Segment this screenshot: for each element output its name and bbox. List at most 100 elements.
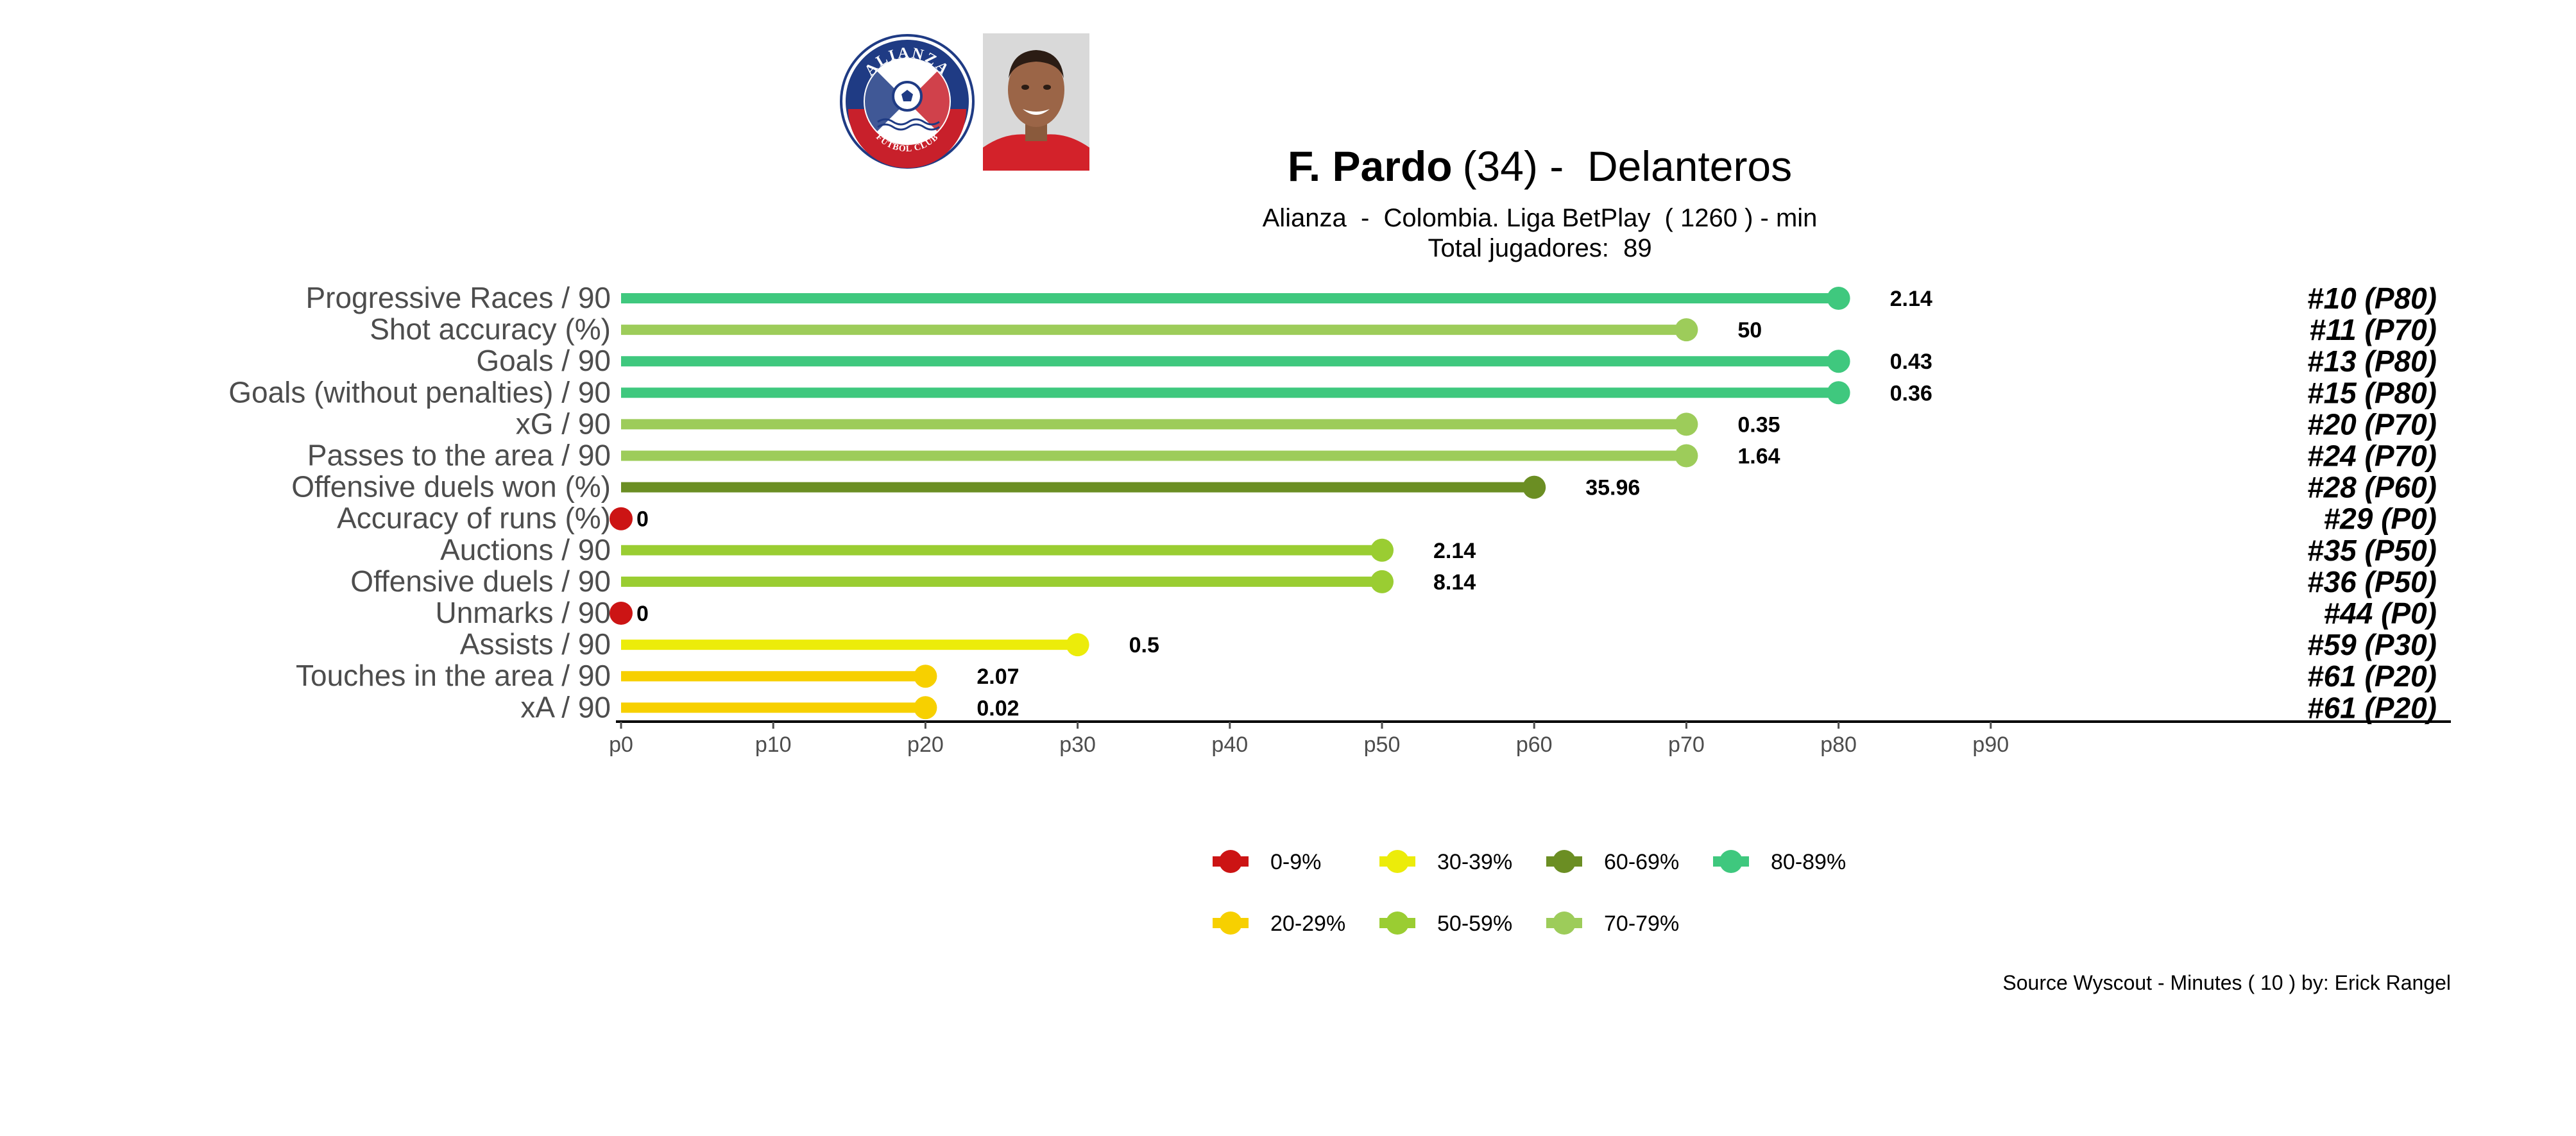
legend-label: 50-59% xyxy=(1437,911,1512,936)
metric-rank-label: #11 (P70) xyxy=(2309,313,2437,346)
metric-rank-label: #59 (P30) xyxy=(2307,628,2437,661)
metric-value-label: 0 xyxy=(636,602,649,626)
metric-row: Passes to the area / 90 1.64 #24 (P70) xyxy=(307,439,2437,473)
metric-point xyxy=(1675,412,1698,436)
metric-label: Goals (without penalties) / 90 xyxy=(228,375,611,409)
legend-label: 80-89% xyxy=(1771,850,1846,874)
legend-label: 30-39% xyxy=(1437,850,1512,874)
metric-row: xG / 90 0.35 #20 (P70) xyxy=(516,407,2437,441)
metric-point xyxy=(1675,444,1698,468)
x-tick-label: p80 xyxy=(1820,733,1857,757)
legend-item: 0-9% xyxy=(1213,850,1321,874)
metric-row: Offensive duels / 90 8.14 #36 (P50) xyxy=(350,564,2437,598)
metric-row: Unmarks / 90 0 #44 (P0) xyxy=(435,596,2437,630)
metric-value-label: 0.35 xyxy=(1737,412,1780,437)
legend-key-point xyxy=(1219,911,1242,935)
legend-label: 70-79% xyxy=(1604,911,1679,936)
metric-value-label: 0 xyxy=(636,507,649,532)
metric-label: Shot accuracy (%) xyxy=(370,312,611,346)
legend: 0-9% 30-39% 60-69% 80-89% 20-29% 50-59% 70-79% xyxy=(1213,850,1846,936)
x-tick-label: p30 xyxy=(1059,733,1096,757)
metric-rank-label: #28 (P60) xyxy=(2307,471,2437,504)
metric-point xyxy=(1827,350,1850,373)
metric-value-label: 2.07 xyxy=(977,665,1019,689)
legend-key-point xyxy=(1219,850,1242,873)
legend-item: 60-69% xyxy=(1546,850,1679,874)
metric-point xyxy=(610,507,633,530)
metric-label: Progressive Races / 90 xyxy=(305,281,611,314)
legend-label: 0-9% xyxy=(1270,850,1321,874)
metric-value-label: 1.64 xyxy=(1737,445,1780,469)
legend-key-point xyxy=(1386,850,1409,873)
metric-row: Accuracy of runs (%) 0 #29 (P0) xyxy=(337,502,2437,536)
legend-label: 20-29% xyxy=(1270,911,1345,936)
metric-value-label: 8.14 xyxy=(1433,570,1476,595)
metric-rank-label: #35 (P50) xyxy=(2307,534,2437,567)
legend-key-point xyxy=(1719,850,1743,873)
metric-row: Progressive Races / 90 2.14 #10 (P80) xyxy=(305,281,2437,315)
metric-value-label: 0.43 xyxy=(1890,350,1932,374)
x-tick: p0 xyxy=(609,722,633,757)
metric-label: Auctions / 90 xyxy=(440,533,611,566)
legend-item: 50-59% xyxy=(1379,911,1512,936)
metric-row: Assists / 90 0.5 #59 (P30) xyxy=(460,627,2437,661)
metric-row: Goals / 90 0.43 #13 (P80) xyxy=(476,344,2437,378)
legend-item: 80-89% xyxy=(1713,850,1846,874)
x-tick: p40 xyxy=(1211,722,1248,757)
metric-rank-label: #61 (P20) xyxy=(2307,659,2437,693)
metric-point xyxy=(1827,287,1850,310)
legend-key-point xyxy=(1553,911,1576,935)
metric-rank-label: #13 (P80) xyxy=(2307,344,2437,378)
metric-row: xA / 90 0.02 #61 (P20) xyxy=(520,690,2437,724)
metric-value-label: 0.5 xyxy=(1129,633,1159,657)
x-axis-ticks: p0 p10 p20 p30 p40 p50 p60 p70 p80 p90 xyxy=(609,722,2009,757)
source-note: Source Wyscout - Minutes ( 10 ) by: Eric… xyxy=(2002,971,2451,994)
metric-rank-label: #10 (P80) xyxy=(2307,282,2437,315)
metric-rows: Progressive Races / 90 2.14 #10 (P80)Shot … xyxy=(228,281,2437,724)
x-tick: p20 xyxy=(907,722,944,757)
legend-label: 60-69% xyxy=(1604,850,1679,874)
metric-label: Offensive duels / 90 xyxy=(350,564,611,598)
metric-value-label: 0.36 xyxy=(1890,381,1932,405)
club-logo: ALIANZA FUTBOL CLUB xyxy=(839,33,975,169)
metric-rank-label: #24 (P70) xyxy=(2307,439,2437,473)
metric-label: Accuracy of runs (%) xyxy=(337,502,611,535)
metric-value-label: 35.96 xyxy=(1585,476,1640,500)
player-photo xyxy=(983,33,1089,171)
metric-point xyxy=(1827,381,1850,405)
metric-value-label: 2.14 xyxy=(1433,539,1476,563)
metric-rank-label: #36 (P50) xyxy=(2307,565,2437,598)
x-tick: p50 xyxy=(1364,722,1401,757)
metric-label: xG / 90 xyxy=(516,407,611,440)
metric-point xyxy=(1675,318,1698,342)
x-tick-label: p70 xyxy=(1668,733,1705,757)
x-tick-label: p20 xyxy=(907,733,944,757)
metric-point xyxy=(1370,538,1394,562)
x-tick: p70 xyxy=(1668,722,1705,757)
legend-item: 30-39% xyxy=(1379,850,1512,874)
metric-point xyxy=(914,665,937,688)
metric-rank-label: #61 (P20) xyxy=(2307,691,2437,724)
metric-rank-label: #20 (P70) xyxy=(2307,407,2437,441)
metric-rank-label: #29 (P0) xyxy=(2324,502,2437,536)
metric-value-label: 50 xyxy=(1737,318,1762,343)
metric-label: Unmarks / 90 xyxy=(435,596,611,629)
legend-key-point xyxy=(1553,850,1576,873)
chart-subtitle: Alianza - Colombia. Liga BetPlay ( 1260 … xyxy=(1263,204,1818,232)
metric-label: Touches in the area / 90 xyxy=(296,659,611,692)
x-tick-label: p40 xyxy=(1211,733,1248,757)
metric-label: xA / 90 xyxy=(520,690,611,724)
metric-row: Auctions / 90 2.14 #35 (P50) xyxy=(440,533,2437,567)
metric-point xyxy=(610,602,633,625)
player-position: Delanteros xyxy=(1587,142,1792,190)
player-name: F. Pardo xyxy=(1288,142,1453,190)
metric-rank-label: #44 (P0) xyxy=(2324,597,2437,630)
metric-label: Passes to the area / 90 xyxy=(307,439,611,472)
x-tick-label: p10 xyxy=(755,733,792,757)
metric-point xyxy=(1066,633,1089,657)
x-tick-label: p0 xyxy=(609,733,633,757)
metric-label: Goals / 90 xyxy=(476,344,611,377)
metric-label: Assists / 90 xyxy=(460,627,611,661)
x-tick-label: p50 xyxy=(1364,733,1401,757)
